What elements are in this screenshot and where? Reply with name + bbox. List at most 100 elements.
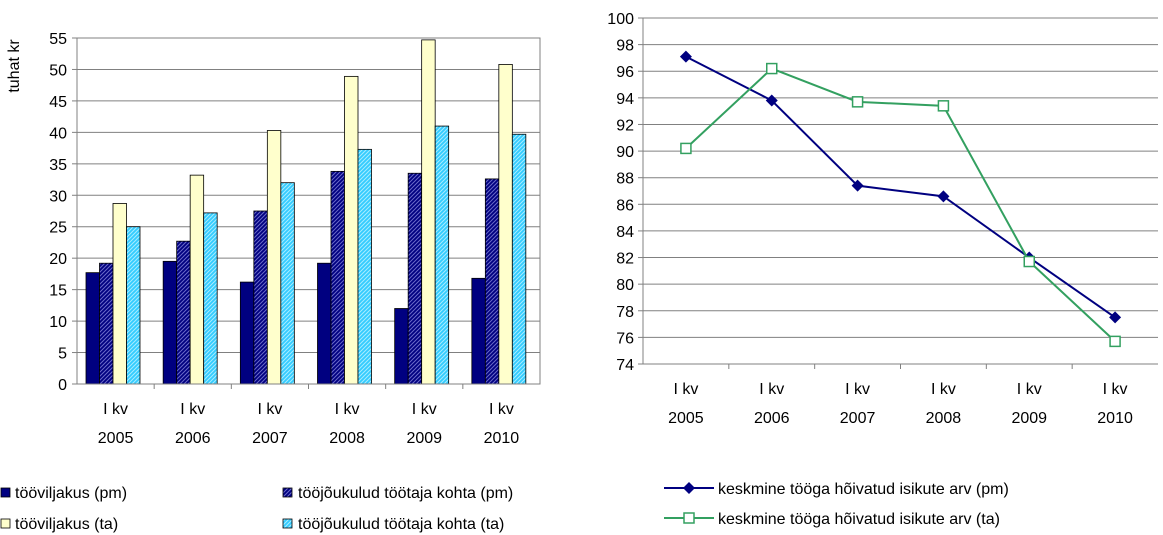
line-y-tick-label: 84	[616, 224, 634, 241]
line-y-tick-label: 80	[616, 277, 634, 294]
bar-2-cat-1	[99, 262, 114, 385]
line-series-2	[685, 67, 1116, 343]
bar-chart-bars	[85, 39, 527, 385]
bar-x-tick-label-year: 2010	[484, 430, 520, 447]
line-x-tick-label-year: 2008	[926, 410, 962, 427]
line-y-tick-label: 88	[616, 171, 634, 188]
bar-x-tick-label-quarter: I kv	[257, 401, 282, 418]
bar-x-tick-label-year: 2009	[406, 430, 442, 447]
bar-y-tick-label: 0	[58, 377, 67, 394]
bar-x-tick-label-year: 2005	[98, 430, 134, 447]
bar-y-tick-label: 5	[58, 346, 67, 363]
bar-y-tick-label: 40	[49, 125, 67, 142]
line-y-tick-label: 100	[607, 11, 634, 28]
bar-2-cat-5	[407, 172, 423, 385]
line-x-tick-label-year: 2010	[1097, 410, 1133, 427]
line-y-tick-label: 76	[616, 330, 634, 347]
bar-4-cat-2	[203, 212, 218, 385]
bar-x-tick-label-year: 2008	[329, 430, 365, 447]
bar-x-tick-label-quarter: I kv	[180, 401, 205, 418]
line-point-ta	[680, 142, 692, 155]
line-x-tick-label-year: 2009	[1011, 410, 1047, 427]
bar-4-cat-6	[511, 133, 527, 385]
bar-x-tick-label-quarter: I kv	[489, 401, 514, 418]
bar-x-tick-label-year: 2007	[252, 430, 288, 447]
line-point-ta	[1023, 255, 1035, 268]
bar-chart-legend: tööviljakus (pm) tööjõukulud töötaja koh…	[0, 485, 513, 533]
bar-x-tick-label-quarter: I kv	[103, 401, 128, 418]
line-x-tick-label-year: 2005	[668, 410, 704, 427]
line-x-tick-label-quarter: I kv	[931, 381, 956, 398]
legend-label-line-ta: keskmine tööga hõivatud isikute arv (ta)	[718, 511, 1000, 528]
line-y-tick-label: 92	[616, 117, 634, 134]
bar-y-tick-label: 15	[49, 283, 67, 300]
line-y-tick-label: 96	[616, 64, 634, 81]
bar-chart-plot-border	[76, 37, 541, 385]
bar-3-cat-1	[112, 203, 127, 385]
bar-x-tick-label-year: 2006	[175, 430, 211, 447]
bar-2-cat-4	[330, 170, 345, 385]
bar-chart-y-ticks: 0 5 10 15 20 25 30 35 40 45 50 55	[49, 31, 77, 394]
bar-y-tick-label: 25	[49, 220, 67, 237]
legend-label-line-pm: keskmine tööga hõivatud isikute arv (pm)	[718, 481, 1009, 498]
bar-4-cat-5	[434, 125, 450, 385]
bar-1-cat-6	[471, 277, 486, 385]
legend-swatch-tooviljakus-ta	[0, 518, 11, 529]
line-y-tick-label: 94	[616, 91, 634, 108]
line-y-tick-label: 90	[616, 144, 634, 161]
line-chart-gridlines	[643, 17, 1158, 338]
line-y-tick-label: 78	[616, 304, 634, 321]
line-chart: 74 76 78 80 82 84 86 88 90 92 94 96 98 100 I kv 2005 I …	[607, 11, 1158, 427]
line-y-tick-label: 86	[616, 197, 634, 214]
line-point-ta	[851, 96, 864, 108]
bar-2-cat-3	[253, 210, 268, 385]
line-chart-x-ticks: I kv 2005 I kv 2006 I kv 2007 I kv 2008 I kv 2009…	[668, 364, 1133, 427]
bar-chart-x-ticks: I kv 2005 I kv 2006 I kv 2007 I kv 2008 I kv 2009…	[98, 384, 520, 447]
line-point-ta	[937, 100, 950, 112]
bar-chart-gridlines	[77, 68, 540, 354]
bar-2-cat-6	[484, 178, 500, 385]
line-x-tick-label-quarter: I kv	[1017, 381, 1042, 398]
line-x-tick-label-quarter: I kv	[759, 381, 784, 398]
legend-label-tooviljakus-ta: tööviljakus (ta)	[15, 516, 118, 533]
bar-x-tick-label-quarter: I kv	[412, 401, 437, 418]
line-y-tick-label: 98	[616, 38, 634, 55]
bar-y-tick-label: 35	[49, 157, 67, 174]
bar-y-tick-label: 45	[49, 94, 67, 111]
bar-y-tick-label: 55	[49, 31, 67, 48]
legend-label-tooviljakus-pm: tööviljakus (pm)	[15, 485, 127, 502]
line-y-tick-label: 82	[616, 251, 634, 268]
bar-y-tick-label: 20	[49, 251, 67, 268]
line-x-tick-label-quarter: I kv	[1103, 381, 1128, 398]
line-point-pm	[937, 190, 950, 203]
bar-1-cat-2	[162, 260, 178, 385]
legend-swatch-toojoukulud-ta	[282, 518, 293, 529]
line-series-1	[685, 55, 1116, 319]
bar-3-cat-4	[344, 75, 359, 385]
legend-open-square-icon	[683, 512, 695, 524]
line-point-ta	[766, 62, 778, 75]
line-chart-series	[679, 50, 1122, 348]
bar-2-cat-2	[176, 240, 191, 385]
bar-3-cat-2	[189, 174, 205, 385]
legend-label-toojoukulud-ta: tööjõukulud töötaja kohta (ta)	[298, 516, 504, 533]
bar-4-cat-4	[357, 148, 372, 385]
bar-1-cat-4	[317, 262, 332, 385]
line-point-ta	[1109, 335, 1121, 348]
bar-x-tick-label-quarter: I kv	[335, 401, 360, 418]
line-point-pm	[679, 50, 692, 63]
bar-1-cat-1	[85, 272, 100, 385]
legend-swatch-tooviljakus-pm	[0, 487, 11, 498]
line-point-pm	[765, 94, 778, 107]
bar-4-cat-1	[126, 226, 141, 385]
line-chart-y-ticks: 74 76 78 80 82 84 86 88 90 92 94 96 98 100	[607, 11, 643, 374]
bar-1-cat-3	[239, 281, 255, 385]
bar-3-cat-3	[266, 130, 282, 385]
legend-swatch-toojoukulud-pm	[282, 487, 293, 498]
bar-3-cat-5	[421, 39, 436, 385]
line-x-tick-label-quarter: I kv	[845, 381, 870, 398]
line-y-tick-label: 74	[616, 357, 634, 374]
line-x-tick-label-year: 2006	[754, 410, 790, 427]
